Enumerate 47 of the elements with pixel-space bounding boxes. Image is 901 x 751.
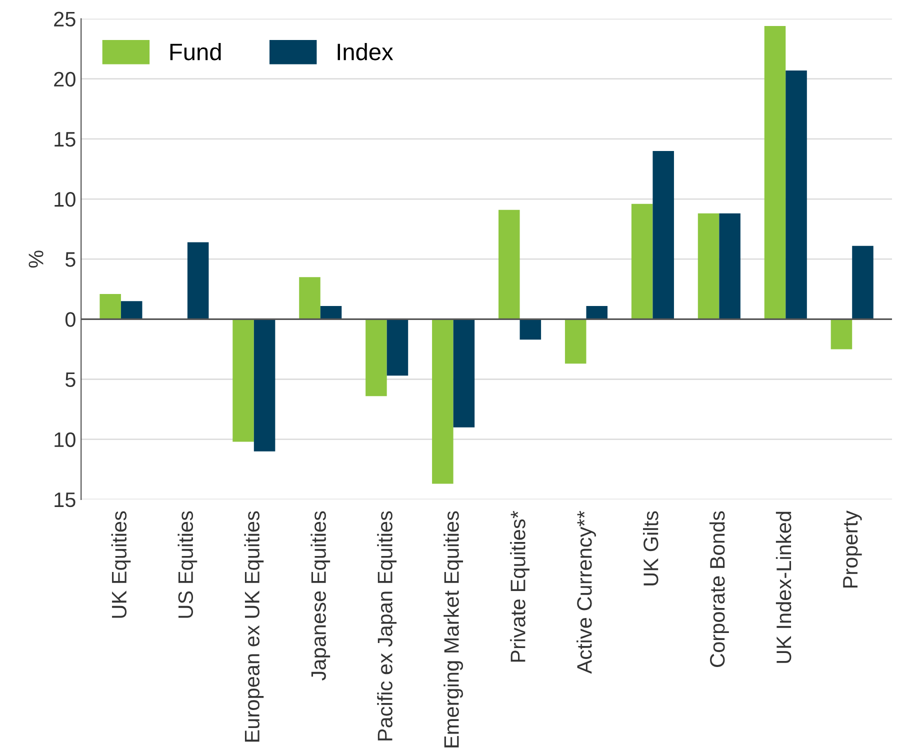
x-tick-label: Active Currency** <box>576 510 596 674</box>
legend-label: Fund <box>170 42 221 60</box>
x-tick-label: UK Equities <box>111 511 131 618</box>
y-tick-label: 5 <box>65 252 76 267</box>
bar <box>586 306 608 320</box>
x-tick-label: Pacific ex Japan Equities <box>377 511 397 740</box>
bar <box>764 26 786 320</box>
x-tick-label: European ex UK Equities <box>244 511 264 742</box>
x-tick-label: UK Index-Linked <box>776 512 792 663</box>
y-tick-label: 15 <box>54 132 76 147</box>
bar <box>698 213 720 320</box>
y-axis-title: % <box>28 250 44 268</box>
y-tick-label: 10 <box>54 192 76 207</box>
x-tick-label: Property <box>843 510 862 588</box>
x-tick-label: US Equities <box>178 511 198 618</box>
bar <box>366 319 387 396</box>
legend-label: Index <box>338 42 394 60</box>
bar <box>386 319 408 376</box>
x-tick-label: Private Equities* <box>510 510 530 662</box>
bar <box>498 210 520 320</box>
y-tick-label: 10 <box>54 432 76 448</box>
bar <box>786 70 807 320</box>
bar <box>320 306 342 320</box>
bar <box>232 319 254 442</box>
bar <box>520 319 542 340</box>
bar <box>432 319 454 484</box>
y-tick-label: 25 <box>54 12 76 27</box>
bar <box>830 319 852 350</box>
y-tick-label: 0 <box>65 312 76 327</box>
bar <box>453 319 475 428</box>
bar <box>187 242 209 320</box>
y-tick-label: 5 <box>65 372 76 388</box>
bar <box>254 319 276 452</box>
bar <box>564 319 586 364</box>
x-tick-label: Emerging Market Equities <box>444 511 464 748</box>
bar <box>852 246 874 320</box>
bar <box>719 213 740 320</box>
bar <box>652 150 674 320</box>
x-tick-label: Japanese Equities <box>310 511 330 680</box>
bar <box>631 204 653 320</box>
bar <box>299 277 320 320</box>
y-tick-label: 20 <box>54 72 76 87</box>
x-tick-label: UK Gilts <box>643 511 658 586</box>
x-tick-label: Corporate Bonds <box>709 511 729 667</box>
bar <box>100 294 121 320</box>
y-tick-label: 15 <box>54 492 76 508</box>
bar <box>120 301 142 320</box>
